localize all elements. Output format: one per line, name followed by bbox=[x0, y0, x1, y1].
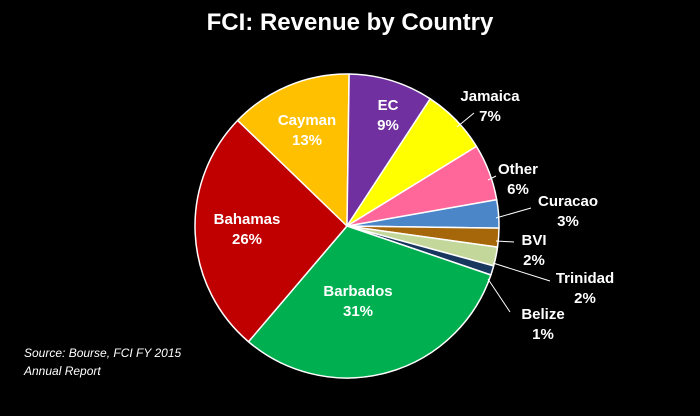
chart-title: FCI: Revenue by Country bbox=[207, 9, 494, 36]
slice-cayman bbox=[236, 73, 350, 227]
slice-name-jamaica: Jamaica bbox=[460, 88, 520, 105]
slice-percent-bvi: 2% bbox=[523, 252, 545, 269]
slice-percent-belize: 1% bbox=[532, 326, 554, 343]
slice-barbados bbox=[247, 225, 492, 379]
slice-percent-trinidad: 2% bbox=[574, 290, 596, 307]
leader-lines bbox=[456, 112, 551, 313]
slice-percent-bahamas: 26% bbox=[232, 231, 262, 248]
leader-line-curacao bbox=[495, 207, 532, 219]
slice-name-cayman: Cayman bbox=[278, 112, 336, 129]
slice-percent-jamaica: 7% bbox=[479, 108, 501, 125]
slice-percent-cayman: 13% bbox=[292, 132, 322, 149]
leader-line-belize bbox=[487, 278, 511, 313]
slice-name-barbados: Barbados bbox=[323, 283, 392, 300]
slice-name-bahamas: Bahamas bbox=[214, 211, 281, 228]
slice-name-other: Other bbox=[498, 161, 538, 178]
source-line-1: Source: Bourse, FCI FY 2015 bbox=[24, 346, 182, 360]
slice-other bbox=[346, 145, 498, 227]
slice-name-belize: Belize bbox=[521, 306, 564, 323]
slice-name-bvi: BVI bbox=[521, 232, 546, 249]
slice-percent-ec: 9% bbox=[377, 117, 399, 134]
slice-name-curacao: Curacao bbox=[538, 193, 598, 210]
source-line-2: Annual Report bbox=[23, 364, 101, 378]
slice-name-ec: EC bbox=[378, 97, 399, 114]
leader-line-trinidad bbox=[492, 262, 551, 282]
leader-line-jamaica bbox=[456, 112, 475, 128]
slice-percent-curacao: 3% bbox=[557, 213, 579, 230]
slice-name-trinidad: Trinidad bbox=[556, 270, 614, 287]
slice-percent-barbados: 31% bbox=[343, 303, 373, 320]
pie-slices bbox=[194, 73, 500, 379]
slice-percent-other: 6% bbox=[507, 181, 529, 198]
leader-line-bvi bbox=[495, 240, 515, 243]
leader-line-other bbox=[487, 175, 497, 181]
slice-bahamas bbox=[194, 119, 348, 343]
slice-ec bbox=[346, 73, 431, 227]
slice-labels: Curacao 3% BVI 2% Trinidad 2% Belize 1% Barbados… bbox=[214, 88, 615, 343]
